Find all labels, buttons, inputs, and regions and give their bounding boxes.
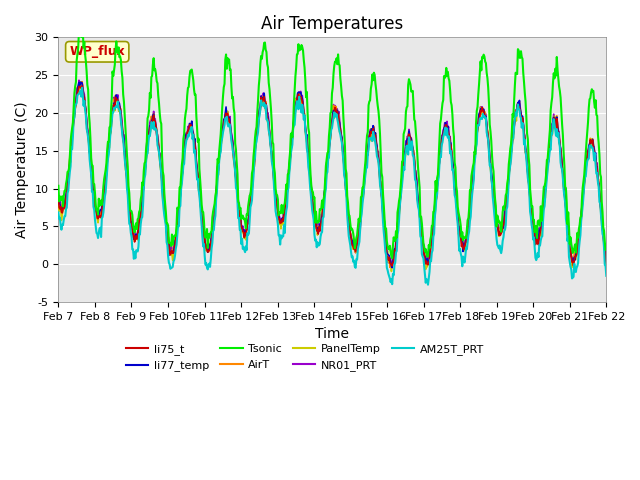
Title: Air Temperatures: Air Temperatures [261, 15, 403, 33]
Y-axis label: Air Temperature (C): Air Temperature (C) [15, 101, 29, 238]
X-axis label: Time: Time [316, 327, 349, 341]
Text: WP_flux: WP_flux [69, 45, 125, 58]
Legend: li75_t, li77_temp, Tsonic, AirT, PanelTemp, NR01_PRT, AM25T_PRT: li75_t, li77_temp, Tsonic, AirT, PanelTe… [122, 340, 488, 376]
